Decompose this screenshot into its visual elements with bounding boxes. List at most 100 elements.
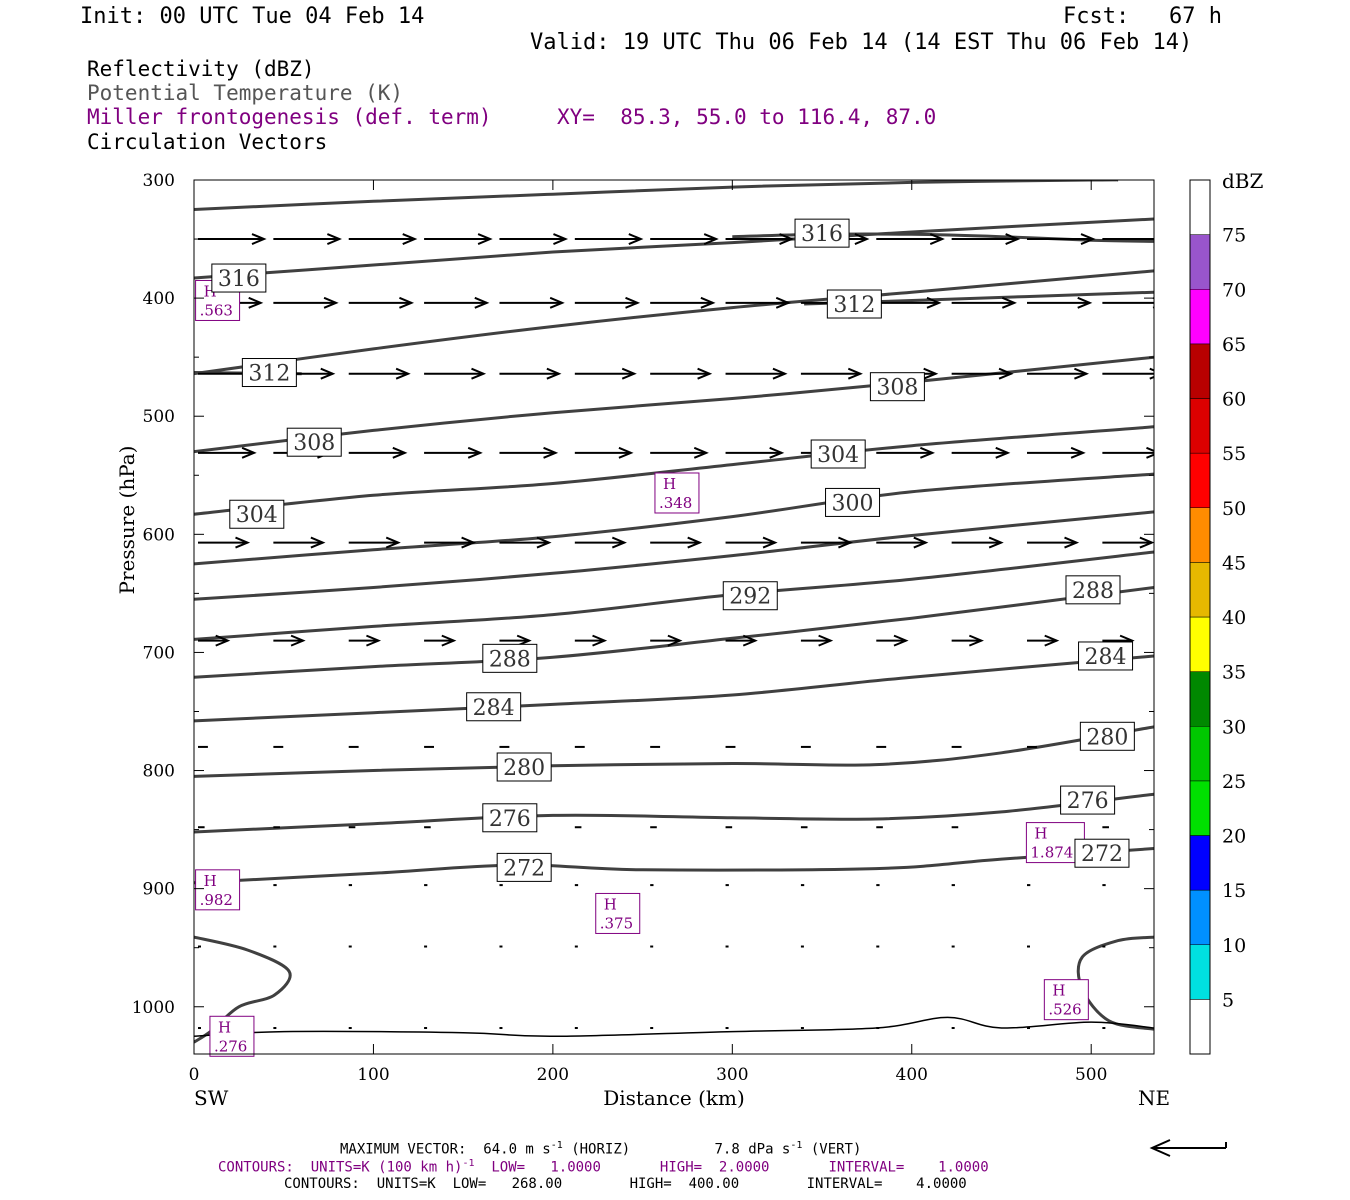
circulation-vector bbox=[1027, 536, 1080, 549]
circulation-vector bbox=[574, 367, 637, 380]
theta-label-text: 308 bbox=[876, 376, 918, 401]
circulation-vector bbox=[1027, 367, 1090, 380]
circulation-vector bbox=[348, 634, 382, 647]
theta-contour-292 bbox=[194, 550, 1154, 641]
circulation-vector bbox=[574, 634, 608, 647]
colorbar-swatch bbox=[1189, 780, 1211, 836]
circulation-vector bbox=[650, 446, 709, 459]
x-tick-label: 0 bbox=[189, 1065, 200, 1085]
y-tick-label: 400 bbox=[143, 289, 175, 309]
colorbar-level-label: 15 bbox=[1222, 880, 1246, 902]
reflectivity-layer bbox=[194, 935, 1154, 1044]
theta-label-288: 288 bbox=[482, 643, 538, 673]
theta-contour-320 bbox=[194, 180, 1119, 211]
field-potential-temperature: Potential Temperature (K) bbox=[87, 81, 404, 105]
circulation-vector bbox=[650, 296, 716, 309]
circulation-vector bbox=[348, 367, 411, 380]
circulation-vector bbox=[1102, 536, 1154, 549]
colorbar-level-label: 5 bbox=[1222, 989, 1234, 1011]
circulation-vector bbox=[800, 367, 863, 380]
theta-label-text: 280 bbox=[503, 756, 545, 781]
circulation-vector bbox=[273, 634, 306, 647]
theta-label-300: 300 bbox=[825, 487, 881, 517]
theta-label-280: 280 bbox=[1079, 721, 1135, 751]
colorbar-level-label: 75 bbox=[1222, 225, 1246, 247]
theta-label-text: 276 bbox=[1067, 789, 1109, 814]
theta-label-312: 312 bbox=[826, 289, 882, 319]
circulation-vector bbox=[574, 536, 627, 549]
theta-label-276: 276 bbox=[1060, 785, 1116, 815]
colorbar-swatch bbox=[1189, 343, 1211, 399]
fronto-contours-note: CONTOURS: UNITS=K (100 km h)-1 LOW= 1.00… bbox=[218, 1158, 989, 1176]
frontogenesis-high: H.348 bbox=[654, 472, 700, 514]
high-value: .526 bbox=[1048, 1001, 1081, 1019]
frontogenesis-high: H.982 bbox=[195, 869, 241, 911]
colorbar-level-label: 65 bbox=[1222, 334, 1246, 356]
colorbar-swatch bbox=[1189, 889, 1211, 945]
theta-label-304: 304 bbox=[229, 499, 285, 529]
frontogenesis-high: H.526 bbox=[1043, 979, 1089, 1021]
theta-label-text: 288 bbox=[1072, 579, 1114, 604]
forecast-hour: Fcst: 67 h bbox=[1063, 4, 1222, 29]
init-time: Init: 00 UTC Tue 04 Feb 14 bbox=[80, 4, 425, 29]
theta-label-308: 308 bbox=[869, 372, 925, 402]
colorbar-swatch bbox=[1189, 835, 1211, 891]
circulation-vector bbox=[876, 233, 945, 245]
circulation-vector bbox=[499, 367, 562, 380]
circulation-vector bbox=[876, 296, 942, 309]
circulation-vector bbox=[348, 536, 401, 549]
circulation-vector bbox=[725, 634, 758, 647]
colorbar-swatch bbox=[1189, 944, 1211, 1000]
colorbar-swatch bbox=[1189, 726, 1211, 782]
theta-label-text: 292 bbox=[729, 585, 771, 610]
colorbar-level-label: 35 bbox=[1222, 662, 1246, 684]
theta-label-308: 308 bbox=[286, 427, 342, 457]
field-circulation-vectors: Circulation Vectors bbox=[87, 130, 328, 154]
theta-contour-276 bbox=[194, 792, 1154, 834]
circulation-vector bbox=[424, 367, 487, 380]
circulation-vector bbox=[650, 536, 703, 549]
colorbar-level-label: 25 bbox=[1222, 771, 1246, 793]
circulation-vector bbox=[725, 233, 795, 245]
circulation-vector bbox=[725, 536, 778, 549]
circulation-vector bbox=[876, 446, 935, 459]
colorbar-level-label: 60 bbox=[1222, 389, 1246, 411]
high-letter: H bbox=[204, 872, 217, 890]
colorbar-swatch bbox=[1189, 999, 1211, 1055]
high-letter: H bbox=[1034, 825, 1047, 843]
circulation-vector bbox=[1027, 296, 1093, 309]
theta-label-text: 280 bbox=[1086, 725, 1128, 750]
theta-label-312: 312 bbox=[241, 358, 297, 388]
colorbar-level-label: 55 bbox=[1222, 443, 1246, 465]
high-letter: H bbox=[1052, 982, 1065, 1000]
theta-contour-288 bbox=[194, 586, 1154, 679]
y-tick-label: 300 bbox=[143, 171, 175, 191]
high-value: .563 bbox=[200, 301, 233, 319]
circulation-vector bbox=[499, 233, 569, 245]
theta-label-text: 284 bbox=[473, 696, 515, 721]
theta-label-text: 316 bbox=[218, 267, 260, 292]
theta-label-292: 292 bbox=[722, 581, 778, 611]
theta-contours-note: CONTOURS: UNITS=K LOW= 268.00 HIGH= 400.… bbox=[284, 1176, 967, 1192]
theta-contour-272 bbox=[194, 847, 1154, 885]
colorbar-swatch bbox=[1189, 398, 1211, 454]
circulation-vector bbox=[424, 446, 483, 459]
cross-section-xy: XY= 85.3, 55.0 to 116.4, 87.0 bbox=[557, 105, 937, 129]
x-axis-label: Distance (km) bbox=[603, 1086, 745, 1110]
circulation-vector bbox=[725, 446, 785, 459]
colorbar-swatch bbox=[1189, 452, 1211, 508]
colorbar-swatch bbox=[1189, 234, 1211, 290]
circulation-vector bbox=[499, 536, 552, 549]
theta-label-text: 308 bbox=[293, 431, 335, 456]
high-letter: H bbox=[218, 1018, 231, 1036]
circulation-vector bbox=[951, 536, 1004, 549]
x-end-label-right: NE bbox=[1138, 1086, 1170, 1110]
circulation-vector bbox=[198, 634, 231, 647]
x-tick-label: 300 bbox=[716, 1065, 748, 1085]
high-value: .375 bbox=[600, 914, 633, 932]
theta-contour-296 bbox=[194, 510, 1154, 601]
field-frontogenesis: Miller frontogenesis (def. term) bbox=[87, 105, 492, 129]
reference-vector-arrow bbox=[1149, 1139, 1227, 1157]
y-tick-label: 900 bbox=[143, 880, 175, 900]
x-tick-label: 500 bbox=[1075, 1065, 1107, 1085]
